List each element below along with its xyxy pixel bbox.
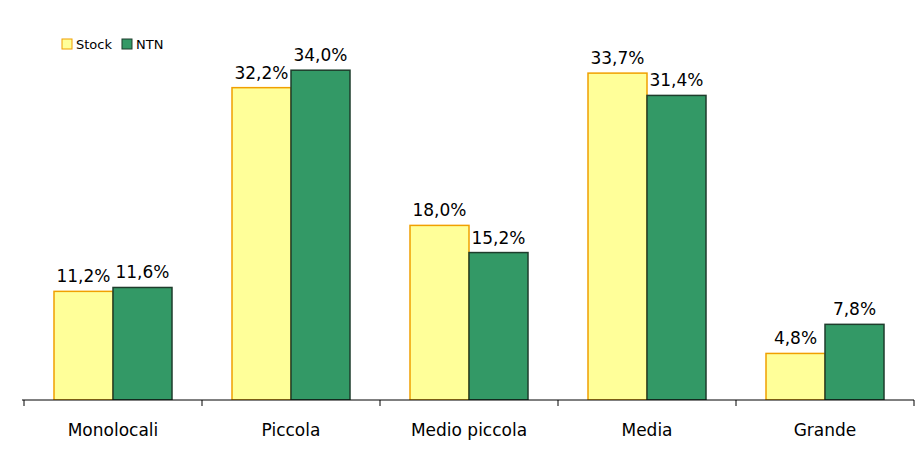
bar <box>469 253 528 400</box>
x-tick-label: Media <box>621 420 672 440</box>
x-tick <box>24 400 25 406</box>
bar <box>54 291 113 400</box>
data-label: 15,2% <box>471 228 525 248</box>
legend-label: NTN <box>136 37 163 52</box>
data-label: 11,2% <box>56 266 110 286</box>
x-tick-label: Piccola <box>262 420 321 440</box>
bar <box>113 287 172 400</box>
x-tick-label: Monolocali <box>68 420 159 440</box>
legend-swatch <box>62 39 72 49</box>
data-labels: 11,2% 32,2% 18,0% 33,7% 4,8% 11,6% 34,0% 15,2% 3… <box>56 45 876 348</box>
bar <box>232 88 291 400</box>
bar <box>410 225 469 400</box>
chart-svg: 11,2% 32,2% 18,0% 33,7% 4,8% 11,6% 34,0% 15,2% 3… <box>0 0 922 458</box>
x-tick <box>914 400 915 406</box>
data-label: 34,0% <box>293 45 347 65</box>
data-label: 32,2% <box>234 63 288 83</box>
bar <box>825 324 884 400</box>
bar <box>291 70 350 400</box>
x-tick <box>736 400 737 406</box>
data-label: 7,8% <box>833 299 876 319</box>
data-label: 4,8% <box>774 328 817 348</box>
x-tick <box>202 400 203 406</box>
x-tick <box>380 400 381 406</box>
bar <box>588 73 647 400</box>
data-label: 31,4% <box>649 70 703 90</box>
x-tick <box>558 400 559 406</box>
bars <box>54 70 884 400</box>
bar <box>647 95 706 400</box>
x-tick-label: Grande <box>794 420 857 440</box>
data-label: 11,6% <box>115 262 169 282</box>
legend: Stock NTN <box>62 37 163 52</box>
x-tick-label: Medio piccola <box>411 420 527 440</box>
bar <box>766 353 825 400</box>
chart-container: 11,2% 32,2% 18,0% 33,7% 4,8% 11,6% 34,0% 15,2% 3… <box>0 0 922 458</box>
legend-swatch <box>122 39 132 49</box>
x-axis-line <box>22 400 914 401</box>
data-label: 33,7% <box>590 48 644 68</box>
legend-label: Stock <box>76 37 112 52</box>
data-label: 18,0% <box>412 200 466 220</box>
